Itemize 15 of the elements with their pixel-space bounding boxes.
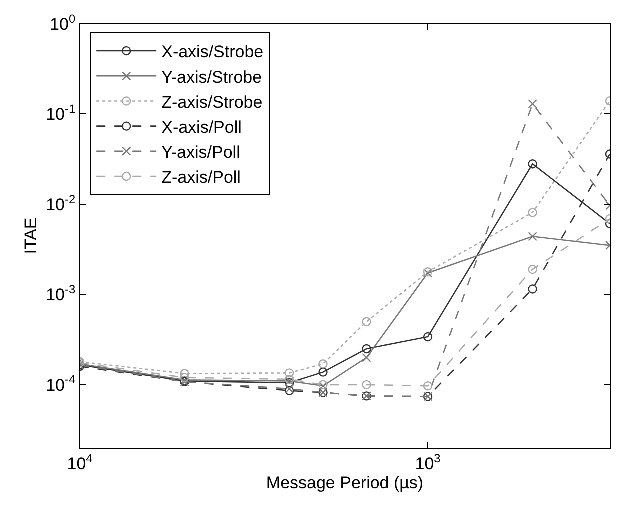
y-tick-label: 10$^{-4}$ <box>46 372 76 395</box>
legend-label: Y-axis/Strobe <box>162 68 262 87</box>
y-tick-label: 10$^{-1}$ <box>46 102 76 124</box>
legend-label: Z-axis/Strobe <box>162 92 263 112</box>
y-tick-label: 10$^{-3}$ <box>46 282 76 305</box>
legend-label: X-axis/Strobe <box>162 42 264 62</box>
legend-label: Y-axis/Poll <box>162 143 240 162</box>
x-tick-label: 10$^{4}$ <box>67 451 94 474</box>
legend-label: X-axis/Poll <box>162 118 242 137</box>
x-axis-title: Message Period (µs) <box>266 473 424 492</box>
legend-label: Z-axis/Poll <box>162 168 241 188</box>
y-tick-label: 10$^{-2}$ <box>46 192 76 214</box>
y-axis-title: ITAE <box>22 218 41 254</box>
x-tick-label: 10$^{3}$ <box>415 451 442 474</box>
y-tick-label: 10$^{0}$ <box>50 12 76 34</box>
